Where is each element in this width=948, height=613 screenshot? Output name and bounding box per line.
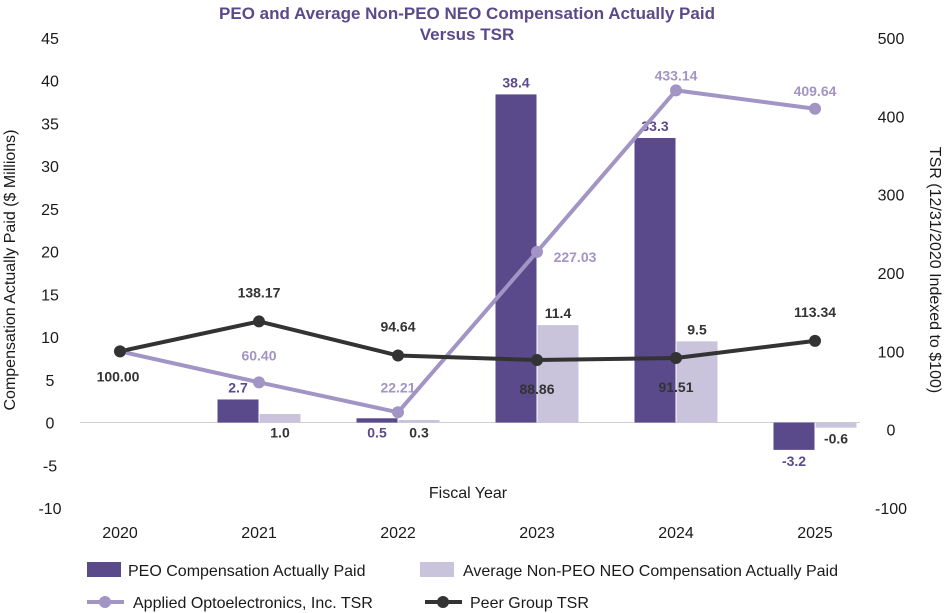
x-tick-label: 2025 — [797, 525, 833, 542]
legend-label-peo: PEO Compensation Actually Paid — [128, 563, 365, 580]
x-tick-label: 2022 — [380, 525, 416, 542]
tsr-point-label: 227.03 — [554, 249, 597, 265]
y2-tick-label: 400 — [878, 109, 905, 126]
x-axis-title: Fiscal Year — [429, 485, 508, 502]
peer-point — [392, 349, 404, 362]
y-axis-title: Compensation Actually Paid ($ Millions) — [2, 129, 19, 410]
peer-line — [119, 319, 816, 363]
x-tick-label: 2023 — [519, 525, 555, 542]
legend-marker-tsr — [99, 596, 111, 608]
y-tick-label: -5 — [43, 458, 57, 475]
y-tick-label: 15 — [41, 287, 59, 304]
y-tick-label: 40 — [41, 74, 59, 91]
legend: PEO Compensation Actually Paid Average N… — [87, 562, 838, 612]
neo-bar — [815, 422, 857, 428]
y-tick-label: 35 — [41, 116, 59, 133]
y2-tick-label: 200 — [878, 266, 905, 283]
y2-tick-label: 100 — [878, 344, 905, 361]
y2-tick-label: 0 — [887, 423, 896, 440]
legend-label-tsr: Applied Optoelectronics, Inc. TSR — [133, 595, 373, 612]
y2-tick-label: 500 — [878, 31, 905, 48]
legend-swatch-peo — [87, 562, 121, 577]
peo-bar-label: 0.5 — [367, 425, 387, 441]
x-tick-label: 2021 — [241, 525, 277, 542]
neo-bar — [259, 414, 301, 423]
chart-subtitle: Versus TSR — [420, 25, 515, 44]
plot-area: 45 40 35 30 25 20 15 10 5 0 -5 -10 500 400 300 200 100 0 -… — [38, 31, 907, 542]
x-tick-label: 2020 — [102, 525, 138, 542]
tsr-point-label: 409.64 — [794, 83, 837, 99]
peo-bar — [217, 399, 259, 423]
peer-point — [114, 345, 126, 358]
peo-bar-label: -3.2 — [782, 453, 806, 469]
y-tick-label: 25 — [41, 202, 59, 219]
tsr-point — [670, 84, 682, 97]
y-tick-label: 5 — [46, 373, 55, 390]
neo-bar — [537, 325, 579, 423]
neo-bar-label: 0.3 — [409, 425, 429, 441]
peo-bar — [773, 422, 815, 450]
tsr-point — [253, 376, 265, 389]
legend-swatch-neo — [420, 562, 454, 577]
peer-point — [809, 334, 821, 347]
tsr-point — [392, 406, 404, 419]
peo-bar — [634, 137, 676, 423]
legend-label-peer: Peer Group TSR — [470, 595, 589, 612]
peo-bar-label: 2.7 — [228, 379, 248, 395]
y-tick-label: 0 — [46, 416, 55, 433]
peer-point — [531, 354, 543, 367]
y2-tick-label: 300 — [878, 188, 905, 205]
peo-bar-label: 38.4 — [502, 74, 529, 90]
peer-point-label: 94.64 — [380, 319, 415, 335]
y-tick-label: 30 — [41, 159, 59, 176]
neo-bar — [398, 419, 440, 423]
tsr-point-label: 433.14 — [655, 67, 698, 83]
x-tick-label: 2024 — [658, 525, 694, 542]
peer-point — [670, 351, 682, 364]
peer-point-label: 88.86 — [519, 381, 554, 397]
peer-point-label: 100.00 — [97, 368, 140, 384]
peer-point-label: 138.17 — [238, 284, 281, 300]
peo-bar — [356, 418, 398, 423]
neo-bar-label: 11.4 — [545, 305, 572, 321]
neo-bar-label: 1.0 — [270, 425, 290, 441]
chart-title: PEO and Average Non-PEO NEO Compensation… — [219, 4, 715, 23]
neo-bar-label: 9.5 — [687, 321, 707, 337]
y-tick-label: 45 — [41, 31, 59, 48]
neo-bar-label: -0.6 — [824, 431, 848, 447]
y-tick-label: -10 — [38, 501, 61, 518]
y2-axis-title: TSR (12/31/2020 Indexed to $100) — [926, 147, 943, 393]
peer-point-label: 91.51 — [658, 379, 693, 395]
y-tick-label: 10 — [41, 330, 59, 347]
peer-point — [253, 315, 265, 328]
tsr-line — [119, 88, 816, 415]
tsr-point-label: 22.21 — [380, 379, 415, 395]
legend-label-neo: Average Non-PEO NEO Compensation Actuall… — [463, 563, 838, 580]
peer-point-label: 113.34 — [794, 304, 836, 320]
tsr-point — [809, 102, 821, 115]
y2-tick-label: -100 — [875, 501, 907, 518]
tsr-point-label: 60.40 — [241, 347, 276, 363]
y-tick-label: 20 — [41, 245, 59, 262]
tsr-point — [531, 245, 543, 258]
legend-marker-peer — [437, 596, 449, 608]
